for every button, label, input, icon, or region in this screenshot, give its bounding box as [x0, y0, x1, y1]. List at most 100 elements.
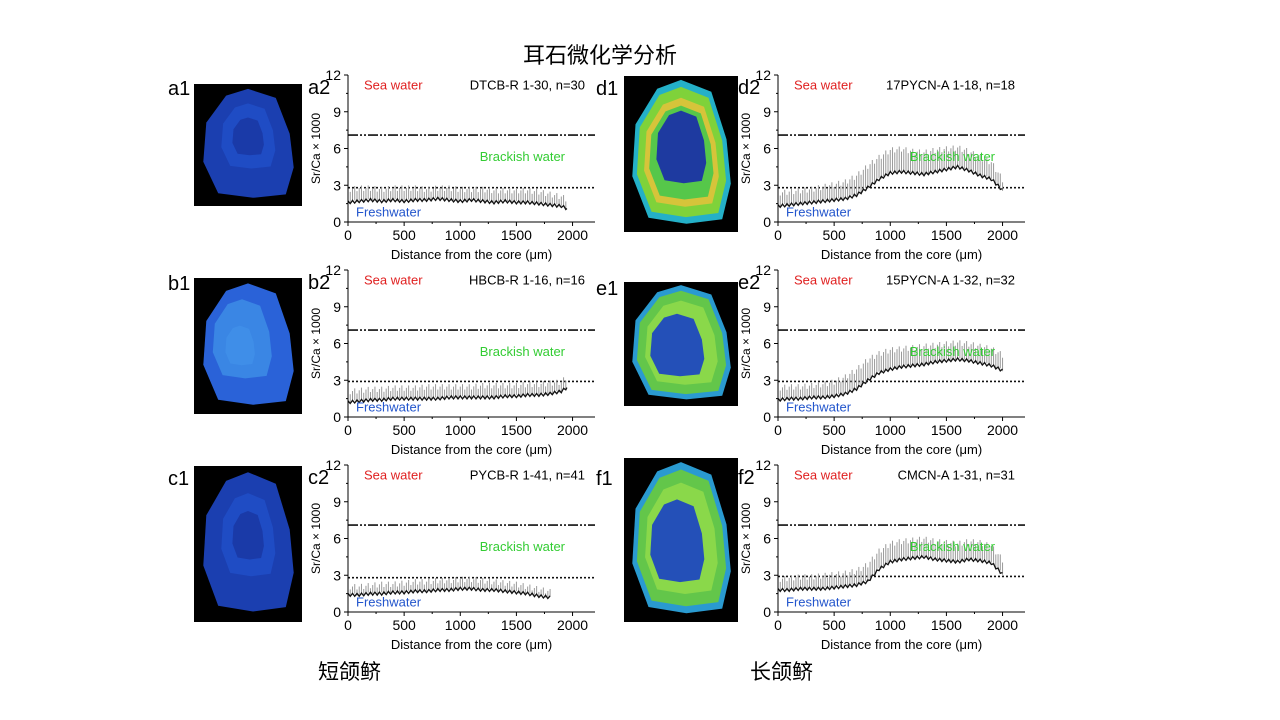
chart-d2: 0 3 6 9 12 0 500 1000 1500 2000 Distance from the … [738, 67, 1025, 262]
y-tick-label: 12 [755, 67, 771, 83]
panel-label-a2: a2 [308, 77, 330, 99]
x-tick-label: 500 [822, 617, 846, 633]
y-tick-label: 9 [333, 104, 341, 120]
y-axis-label: Sr/Ca × 1000 [309, 503, 323, 574]
x-tick-label: 500 [392, 617, 416, 633]
y-tick-label: 12 [325, 67, 341, 83]
x-tick-label: 0 [344, 227, 352, 243]
mean-line [347, 196, 568, 211]
chart-c2: 0 3 6 9 12 0 500 1000 1500 2000 Distance from the … [308, 457, 595, 652]
panel-label-b2: b2 [308, 272, 330, 294]
x-tick-label: 1500 [931, 617, 962, 633]
chart-a2: 0 3 6 9 12 0 500 1000 1500 2000 Distance from the … [308, 67, 595, 262]
x-tick-label: 0 [344, 617, 352, 633]
otolith-image-d [624, 76, 738, 232]
y-tick-label: 0 [333, 214, 341, 230]
mean-line [777, 356, 1003, 403]
freshwater-label: Freshwater [356, 399, 422, 414]
sea-water-label: Sea water [364, 273, 423, 288]
y-tick-label: 0 [763, 604, 771, 620]
y-tick-label: 0 [763, 214, 771, 230]
y-tick-label: 9 [333, 299, 341, 315]
otolith-drawing [203, 283, 294, 405]
x-tick-label: 1500 [501, 227, 532, 243]
x-tick-label: 1000 [875, 422, 906, 438]
brackish-water-label: Brackish water [480, 149, 566, 164]
brackish-water-label: Brackish water [480, 539, 566, 554]
panel-label-f2: f2 [738, 467, 755, 489]
otolith-image-b [194, 278, 302, 414]
panel-label-a1: a1 [168, 78, 191, 100]
y-tick-label: 6 [763, 336, 771, 352]
panel-label-e1: e1 [596, 278, 619, 300]
x-tick-label: 1000 [445, 227, 476, 243]
sea-water-label: Sea water [364, 78, 423, 93]
y-tick-label: 12 [755, 262, 771, 278]
freshwater-label: Freshwater [356, 594, 422, 609]
y-tick-label: 9 [763, 299, 771, 315]
freshwater-label: Freshwater [356, 204, 422, 219]
x-tick-label: 2000 [557, 617, 588, 633]
y-tick-label: 12 [325, 262, 341, 278]
x-tick-label: 2000 [557, 422, 588, 438]
panel-label-e2: e2 [738, 272, 760, 294]
sea-water-label: Sea water [794, 78, 853, 93]
otolith-core [656, 110, 707, 184]
x-tick-label: 1500 [501, 422, 532, 438]
brackish-water-label: Brackish water [910, 539, 996, 554]
x-tick-label: 500 [392, 227, 416, 243]
chart-b2: 0 3 6 9 12 0 500 1000 1500 2000 Distance from the … [308, 262, 595, 457]
x-tick-label: 1000 [875, 617, 906, 633]
sample-label: HBCB-R 1-16, n=16 [469, 273, 585, 288]
x-tick-label: 1000 [875, 227, 906, 243]
freshwater-label: Freshwater [786, 399, 852, 414]
chart-e2: 0 3 6 9 12 0 500 1000 1500 2000 Distance from the … [738, 262, 1025, 457]
sea-water-label: Sea water [364, 468, 423, 483]
otolith-core [650, 499, 705, 583]
sd-band [777, 145, 1004, 207]
x-tick-label: 1000 [445, 617, 476, 633]
y-axis-label: Sr/Ca × 1000 [309, 113, 323, 184]
y-tick-label: 12 [755, 457, 771, 473]
freshwater-label: Freshwater [786, 594, 852, 609]
y-tick-label: 12 [325, 457, 341, 473]
sample-label: DTCB-R 1-30, n=30 [470, 78, 585, 93]
y-tick-label: 3 [333, 372, 341, 388]
otolith-image-a [194, 84, 302, 206]
y-tick-label: 3 [763, 567, 771, 583]
y-tick-label: 6 [333, 336, 341, 352]
x-axis-label: Distance from the core (μm) [821, 442, 982, 457]
mean-line [347, 387, 568, 405]
otolith-drawing [632, 462, 731, 614]
x-tick-label: 1500 [931, 227, 962, 243]
panel-label-d2: d2 [738, 77, 760, 99]
panel-label-c1: c1 [168, 468, 190, 490]
otolith-image-e [624, 282, 738, 406]
y-tick-label: 9 [763, 494, 771, 510]
x-tick-label: 500 [822, 422, 846, 438]
otolith-image-c [194, 466, 302, 622]
y-axis-label: Sr/Ca × 1000 [739, 308, 753, 379]
x-tick-label: 2000 [987, 422, 1018, 438]
freshwater-label: Freshwater [786, 204, 852, 219]
sample-label: 17PYCN-A 1-18, n=18 [886, 78, 1015, 93]
y-axis-label: Sr/Ca × 1000 [739, 503, 753, 574]
y-tick-label: 9 [763, 104, 771, 120]
sea-water-label: Sea water [794, 468, 853, 483]
x-tick-label: 0 [774, 227, 782, 243]
y-tick-label: 6 [763, 531, 771, 547]
y-axis-label: Sr/Ca × 1000 [739, 113, 753, 184]
mean-line [347, 586, 551, 600]
brackish-water-label: Brackish water [480, 344, 566, 359]
y-tick-label: 0 [763, 409, 771, 425]
otolith-core [232, 117, 264, 156]
sample-label: 15PYCN-A 1-32, n=32 [886, 273, 1015, 288]
chart-f2: 0 3 6 9 12 0 500 1000 1500 2000 Distance from the … [738, 457, 1025, 652]
sample-label: PYCB-R 1-41, n=41 [470, 468, 585, 483]
brackish-water-label: Brackish water [910, 149, 996, 164]
panel-label-d1: d1 [596, 78, 619, 100]
x-tick-label: 0 [344, 422, 352, 438]
otolith-core [232, 511, 264, 560]
x-axis-label: Distance from the core (μm) [391, 247, 552, 262]
y-tick-label: 6 [333, 141, 341, 157]
